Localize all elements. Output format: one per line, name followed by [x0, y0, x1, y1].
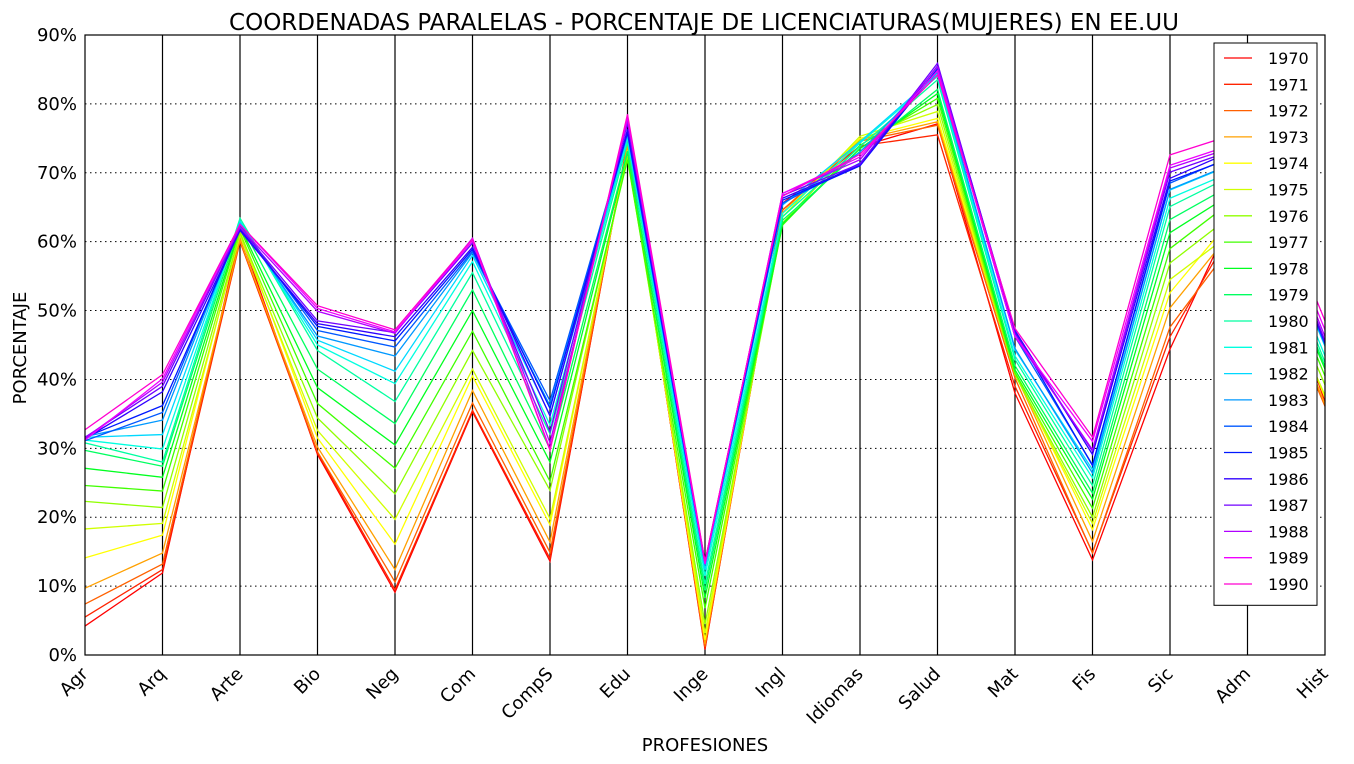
- y-tick-label: 20%: [37, 507, 77, 528]
- legend-entry: 1981: [1268, 338, 1309, 357]
- series-line-1978: [84, 92, 1326, 598]
- x-tick-label: CompS: [497, 664, 557, 724]
- legend-entry: 1977: [1268, 233, 1309, 252]
- legend: 1970 1971 1972 1973 1974 1975 1976 1977 1978 1979…: [1213, 42, 1318, 606]
- series-line-1977: [84, 97, 1326, 609]
- x-tick-label: Fis: [1069, 664, 1100, 695]
- x-tick-labels: Agr Arq Arte Bio Neg Com CompS Edu Inge Ingl Idiom…: [56, 663, 1333, 728]
- x-tick-label: Edu: [596, 664, 635, 703]
- y-tick-labels: 0% 10% 20% 30% 40% 50% 60% 70% 80% 90%: [37, 25, 77, 666]
- series-line-1989: [84, 69, 1326, 565]
- series-line-1972: [84, 124, 1326, 647]
- x-tick-label: Arte: [206, 664, 248, 706]
- legend-entry: 1976: [1268, 207, 1309, 226]
- legend-entry: 1979: [1268, 286, 1309, 305]
- chart-title: COORDENADAS PARALELAS - PORCENTAJE DE LI…: [229, 10, 1179, 36]
- legend-entry: 1990: [1268, 575, 1309, 594]
- legend-entry: 1988: [1268, 522, 1309, 541]
- legend-entry: 1975: [1268, 181, 1309, 200]
- legend-entry: 1974: [1268, 154, 1309, 173]
- legend-entry: 1970: [1268, 49, 1309, 68]
- series-line-1979: [84, 88, 1326, 591]
- legend-entry: 1984: [1268, 417, 1309, 436]
- y-tick-label: 80%: [37, 94, 77, 115]
- series-line-1990: [84, 73, 1326, 562]
- x-tick-label: Neg: [362, 664, 402, 704]
- legend-entry: 1973: [1268, 128, 1309, 147]
- x-axis-label: PROFESIONES: [642, 735, 768, 756]
- legend-entry: 1971: [1268, 75, 1309, 94]
- series-line-1981: [84, 75, 1326, 576]
- x-tick-label: Inge: [670, 664, 713, 707]
- x-tick-label: Mat: [984, 664, 1023, 703]
- series-line-1976: [84, 103, 1326, 625]
- y-axis-label: PORCENTAJE: [10, 292, 31, 405]
- y-tick-label: 10%: [37, 576, 77, 597]
- legend-entry: 1983: [1268, 391, 1309, 410]
- y-tick-label: 70%: [37, 163, 77, 184]
- legend-entry: 1989: [1268, 549, 1309, 568]
- legend-entry: 1986: [1268, 470, 1309, 489]
- x-tick-label: Bio: [290, 664, 325, 699]
- legend-entry: 1987: [1268, 496, 1309, 515]
- legend-entry: 1982: [1268, 365, 1309, 384]
- x-tick-label: Salud: [895, 664, 945, 714]
- y-tick-label: 40%: [37, 369, 77, 390]
- x-tick-label: Agr: [56, 663, 93, 700]
- legend-entry: 1972: [1268, 102, 1309, 121]
- y-tick-label: 90%: [37, 25, 77, 46]
- series-line-1975: [84, 110, 1326, 634]
- x-tick-label: Sic: [1144, 664, 1177, 697]
- y-tick-label: 30%: [37, 438, 77, 459]
- series-line-1983: [84, 70, 1326, 565]
- series-line-1973: [84, 121, 1326, 645]
- series-line-1980: [84, 78, 1326, 585]
- y-tick-label: 0%: [48, 645, 77, 666]
- x-tick-label: Idiomas: [803, 664, 868, 729]
- x-tick-label: Arq: [133, 664, 170, 701]
- y-tick-label: 50%: [37, 301, 77, 322]
- legend-entry: 1980: [1268, 312, 1309, 331]
- x-tick-label: Hist: [1293, 664, 1333, 704]
- x-tick-label: Ingl: [752, 664, 790, 702]
- legend-entry: 1978: [1268, 259, 1309, 278]
- series-lines: [84, 61, 1326, 650]
- y-tick-label: 60%: [37, 232, 77, 253]
- x-tick-label: Com: [436, 664, 480, 708]
- series-line-1974: [84, 117, 1326, 640]
- x-tick-label: Adm: [1211, 664, 1255, 708]
- legend-entry: 1985: [1268, 444, 1309, 463]
- plot-frame: [84, 34, 1326, 656]
